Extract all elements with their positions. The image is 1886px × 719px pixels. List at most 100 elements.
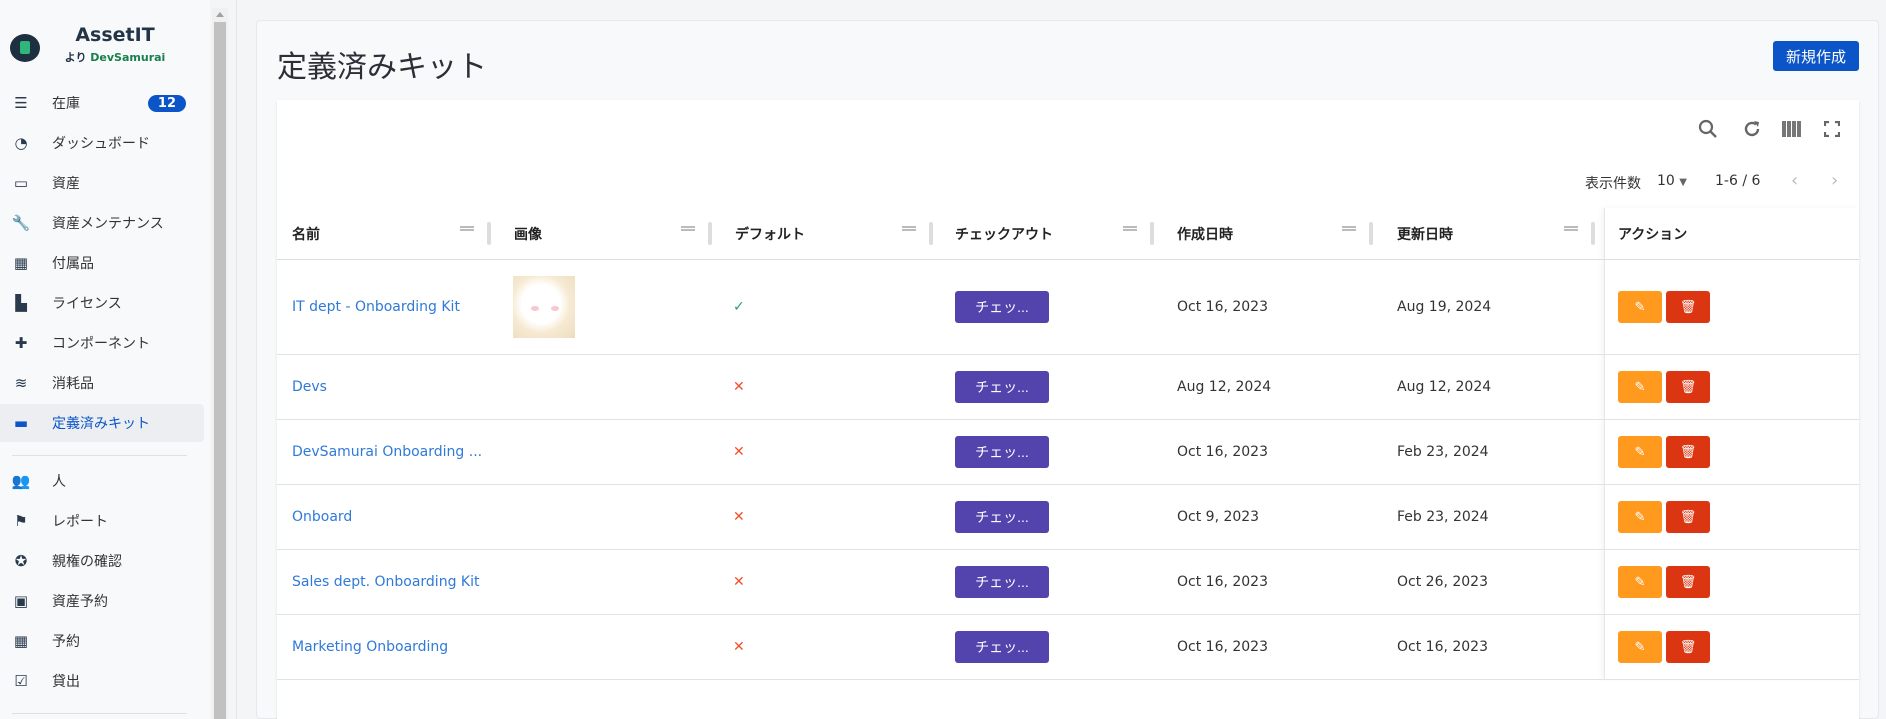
sidebar-item-4[interactable]: ▦ 付属品 [0, 244, 204, 282]
sidebar-item-12[interactable]: ▣ 資産予約 [0, 582, 204, 620]
refresh-icon[interactable] [1741, 118, 1763, 140]
pencil-icon: ✎ [1634, 378, 1646, 394]
cross-icon: ✕ [733, 378, 745, 395]
column-resizer[interactable] [929, 222, 933, 245]
next-page-icon[interactable]: › [1831, 170, 1839, 191]
new-button[interactable]: 新規作成 [1773, 41, 1859, 71]
checkout-button[interactable]: チェッ... [955, 565, 1049, 598]
sidebar-item-3[interactable]: 🔧 資産メンテナンス [0, 204, 204, 242]
column-resizer[interactable] [1369, 222, 1373, 245]
page-range: 1-6 / 6 [1715, 173, 1761, 189]
sidebar-item-label: 資産 [52, 176, 80, 192]
kit-name-link[interactable]: Marketing Onboarding [292, 638, 449, 655]
edit-button[interactable]: ✎ [1618, 290, 1662, 323]
per-page-value: 10 [1657, 173, 1675, 189]
column-header[interactable]: アクション [1618, 226, 1688, 243]
column-header[interactable]: 更新日時 [1397, 226, 1453, 243]
kit-name-link[interactable]: Devs [292, 378, 327, 395]
column-header[interactable]: チェックアウト [955, 226, 1053, 243]
edit-button[interactable]: ✎ [1618, 435, 1662, 468]
delete-button[interactable]: 🗑 [1666, 630, 1710, 663]
edit-button[interactable]: ✎ [1618, 500, 1662, 533]
column-resizer[interactable] [487, 222, 491, 245]
delete-button[interactable]: 🗑 [1666, 565, 1710, 598]
trash-icon: 🗑 [1679, 638, 1697, 654]
scroll-up-icon[interactable] [216, 12, 224, 17]
column-header[interactable]: 作成日時 [1177, 226, 1233, 243]
column-header[interactable]: デフォルト [735, 226, 805, 243]
column-resizer[interactable] [708, 222, 712, 245]
pencil-icon: ✎ [1634, 573, 1646, 589]
checkout-button[interactable]: チェッ... [955, 500, 1049, 533]
kit-image [513, 275, 575, 338]
column-header[interactable]: 名前 [292, 226, 320, 243]
sidebar-item-label: 定義済みキット [52, 416, 150, 432]
row-divider [277, 484, 1859, 485]
row-divider [277, 549, 1859, 550]
sidebar-item-1[interactable]: ◔ ダッシュボード [0, 124, 204, 162]
delete-button[interactable]: 🗑 [1666, 500, 1710, 533]
checkout-button[interactable]: チェッ... [955, 435, 1049, 468]
drag-handle-icon[interactable] [902, 226, 916, 231]
sidebar-item-13[interactable]: ▦ 予約 [0, 622, 204, 660]
drag-handle-icon[interactable] [681, 226, 695, 231]
checkout-button[interactable]: チェッ... [955, 370, 1049, 403]
delete-button[interactable]: 🗑 [1666, 435, 1710, 468]
sidebar-item-label: ライセンス [52, 296, 122, 312]
fullscreen-icon[interactable] [1821, 118, 1843, 140]
kit-name-link[interactable]: Onboard [292, 508, 353, 525]
edit-button[interactable]: ✎ [1618, 630, 1662, 663]
drag-handle-icon[interactable] [1564, 226, 1578, 231]
prev-page-icon[interactable]: ‹ [1791, 170, 1799, 191]
pencil-icon: ✎ [1634, 443, 1646, 459]
updated-date: Aug 19, 2024 [1397, 298, 1492, 315]
brand-name: AssetIT [75, 24, 155, 46]
sidebar-item-label: コンポーネント [52, 336, 150, 352]
drag-handle-icon[interactable] [460, 226, 474, 231]
per-page-select[interactable]: 10 ▼ [1657, 173, 1687, 189]
table-card [277, 100, 1859, 719]
actions-column [1604, 208, 1859, 679]
columns-icon[interactable] [1781, 118, 1803, 140]
edit-button[interactable]: ✎ [1618, 370, 1662, 403]
delete-button[interactable]: 🗑 [1666, 370, 1710, 403]
sidebar-item-14[interactable]: ☑ 貸出 [0, 662, 204, 700]
brand-by: より [64, 51, 87, 64]
created-date: Oct 16, 2023 [1177, 573, 1268, 590]
column-resizer[interactable] [1150, 222, 1154, 245]
scroll-icon: ▙ [15, 294, 27, 312]
sidebar-item-5[interactable]: ▙ ライセンス [0, 284, 204, 322]
pencil-icon: ✎ [1634, 298, 1646, 314]
drag-handle-icon[interactable] [1342, 226, 1356, 231]
search-icon[interactable] [1697, 118, 1719, 140]
sidebar-item-10[interactable]: ⚑ レポート [0, 502, 204, 540]
kit-name-link[interactable]: Sales dept. Onboarding Kit [292, 573, 480, 590]
checkout-button[interactable]: チェッ... [955, 630, 1049, 663]
sidebar-item-label: ダッシュボード [52, 136, 150, 152]
checkout-button[interactable]: チェッ... [955, 290, 1049, 323]
sidebar-item-2[interactable]: ▭ 資産 [0, 164, 204, 202]
sidebar-item-6[interactable]: ✚ コンポーネント [0, 324, 204, 362]
delete-button[interactable]: 🗑 [1666, 290, 1710, 323]
sidebar-scrollbar[interactable] [212, 8, 228, 719]
sidebar: AssetIT より DevSamurai ☰ 在庫 12 ◔ ダッシュボード ▭ 資産 🔧 資… [0, 0, 210, 719]
flag-icon: ⚑ [14, 512, 28, 530]
cross-icon: ✕ [733, 573, 745, 590]
badge-check-icon: ✪ [14, 552, 28, 570]
sidebar-item-11[interactable]: ✪ 親権の確認 [0, 542, 204, 580]
column-header[interactable]: 画像 [514, 226, 542, 243]
sidebar-item-label: 親権の確認 [52, 554, 122, 570]
drag-handle-icon[interactable] [1123, 226, 1137, 231]
sidebar-item-label: 人 [52, 474, 66, 490]
sidebar-item-7[interactable]: ≋ 消耗品 [0, 364, 204, 402]
kit-name-link[interactable]: DevSamurai Onboarding ... [292, 443, 483, 460]
sidebar-item-8[interactable]: ▬ 定義済みキット [0, 404, 204, 442]
puzzle-icon: ✚ [14, 334, 28, 352]
scrollbar-thumb[interactable] [214, 22, 226, 719]
kit-name-link[interactable]: IT dept - Onboarding Kit [292, 298, 460, 315]
sidebar-item-9[interactable]: 👥 人 [0, 462, 204, 500]
edit-button[interactable]: ✎ [1618, 565, 1662, 598]
column-resizer[interactable] [1591, 222, 1595, 245]
trash-icon: 🗑 [1679, 298, 1697, 314]
sidebar-item-0[interactable]: ☰ 在庫 12 [0, 84, 204, 122]
